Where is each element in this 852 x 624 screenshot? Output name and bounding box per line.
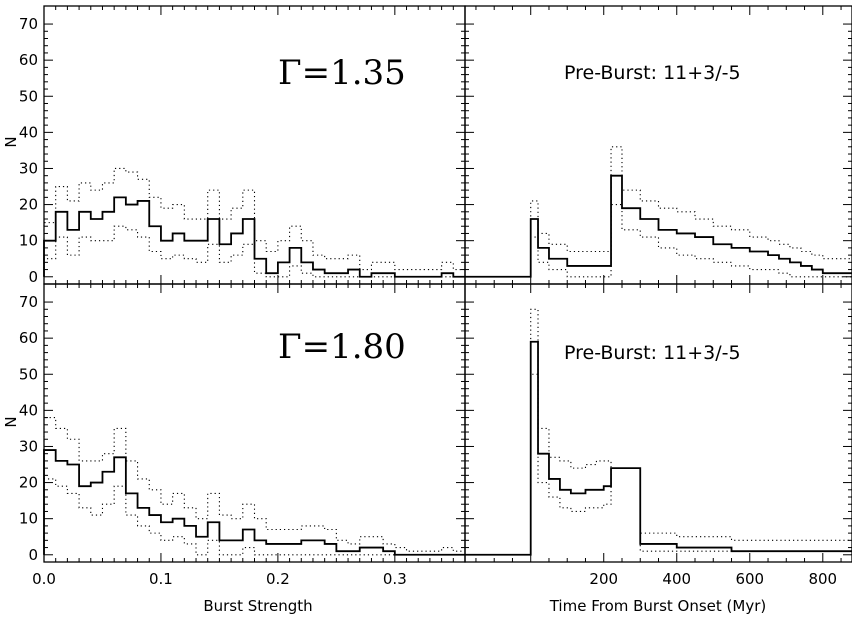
ylabel-bottom-left: N [2, 416, 20, 427]
x-tick-label: 600 [735, 570, 764, 588]
y-tick-label: 70 [19, 293, 38, 311]
y-tick-label: 10 [19, 510, 38, 528]
histogram-series-main [43, 196, 465, 278]
x-tick-label: 0.2 [266, 570, 290, 588]
y-tick-label: 60 [19, 329, 38, 347]
ylabel-top-left: N [2, 136, 20, 147]
histogram-series-main [465, 340, 852, 556]
histogram-series-bound [465, 373, 852, 556]
gamma-annotation-top: Γ=1.35 [278, 53, 406, 93]
y-tick-label: 20 [19, 474, 38, 492]
plot-area-top-left: 0 10 20 30 40 50 60 70 [19, 5, 466, 286]
x-tick-label: 0.0 [32, 570, 56, 588]
preburst-annotation-top: Pre-Burst: 11+3/-5 [564, 62, 741, 84]
y-tick-label: 40 [19, 401, 38, 419]
panel-top-right: Pre-Burst: 11+3/-5 [464, 5, 852, 285]
panel-frame [464, 283, 852, 563]
histogram-series-main [465, 174, 852, 278]
histogram-series-bound [43, 478, 465, 556]
plot-area-bottom-right: 200 400 600 800 [464, 283, 852, 588]
y-tick-label: 50 [19, 87, 38, 105]
x-tick-label: 200 [589, 570, 618, 588]
y-tick-label: 30 [19, 159, 38, 177]
y-tick-label: 0 [28, 546, 38, 564]
y-tick-label: 0 [28, 268, 38, 286]
histogram-series-bound [465, 204, 852, 278]
y-tick-label: 60 [19, 51, 38, 69]
xlabel-bottom-left: Burst Strength [203, 597, 312, 615]
histogram-series-bound [465, 146, 852, 278]
histogram-series-bound [465, 308, 852, 556]
x-tick-label: 400 [662, 570, 691, 588]
x-tick-label: 800 [808, 570, 837, 588]
panel-bottom-right: Pre-Burst: 11+3/-5 Time From Burst Onset… [464, 283, 852, 615]
x-tick-label: 0.1 [149, 570, 173, 588]
panel-bottom-left: Γ=1.80 N Burst Strength 0102030405060700… [2, 283, 466, 615]
histogram-series-main [43, 449, 465, 556]
y-tick-label: 10 [19, 232, 38, 250]
panel-top-left: Γ=1.35 N 0 10 20 30 40 50 60 70 [2, 5, 466, 286]
plot-area-bottom-left: 0 10 20 30 40 50 60 70 0.0 0.1 0.2 0.3 [19, 283, 466, 588]
y-tick-label: 40 [19, 123, 38, 141]
y-tick-label: 50 [19, 365, 38, 383]
y-tick-label: 20 [19, 196, 38, 214]
y-tick-label: 30 [19, 437, 38, 455]
panel-frame [43, 283, 466, 563]
x-tick-label: 0.3 [383, 570, 407, 588]
plot-area-top-right [464, 5, 852, 285]
preburst-annotation-bottom: Pre-Burst: 11+3/-5 [564, 342, 741, 364]
y-tick-label: 70 [19, 15, 38, 33]
gamma-annotation-bottom: Γ=1.80 [278, 327, 406, 367]
xlabel-bottom-right: Time From Burst Onset (Myr) [549, 597, 767, 615]
